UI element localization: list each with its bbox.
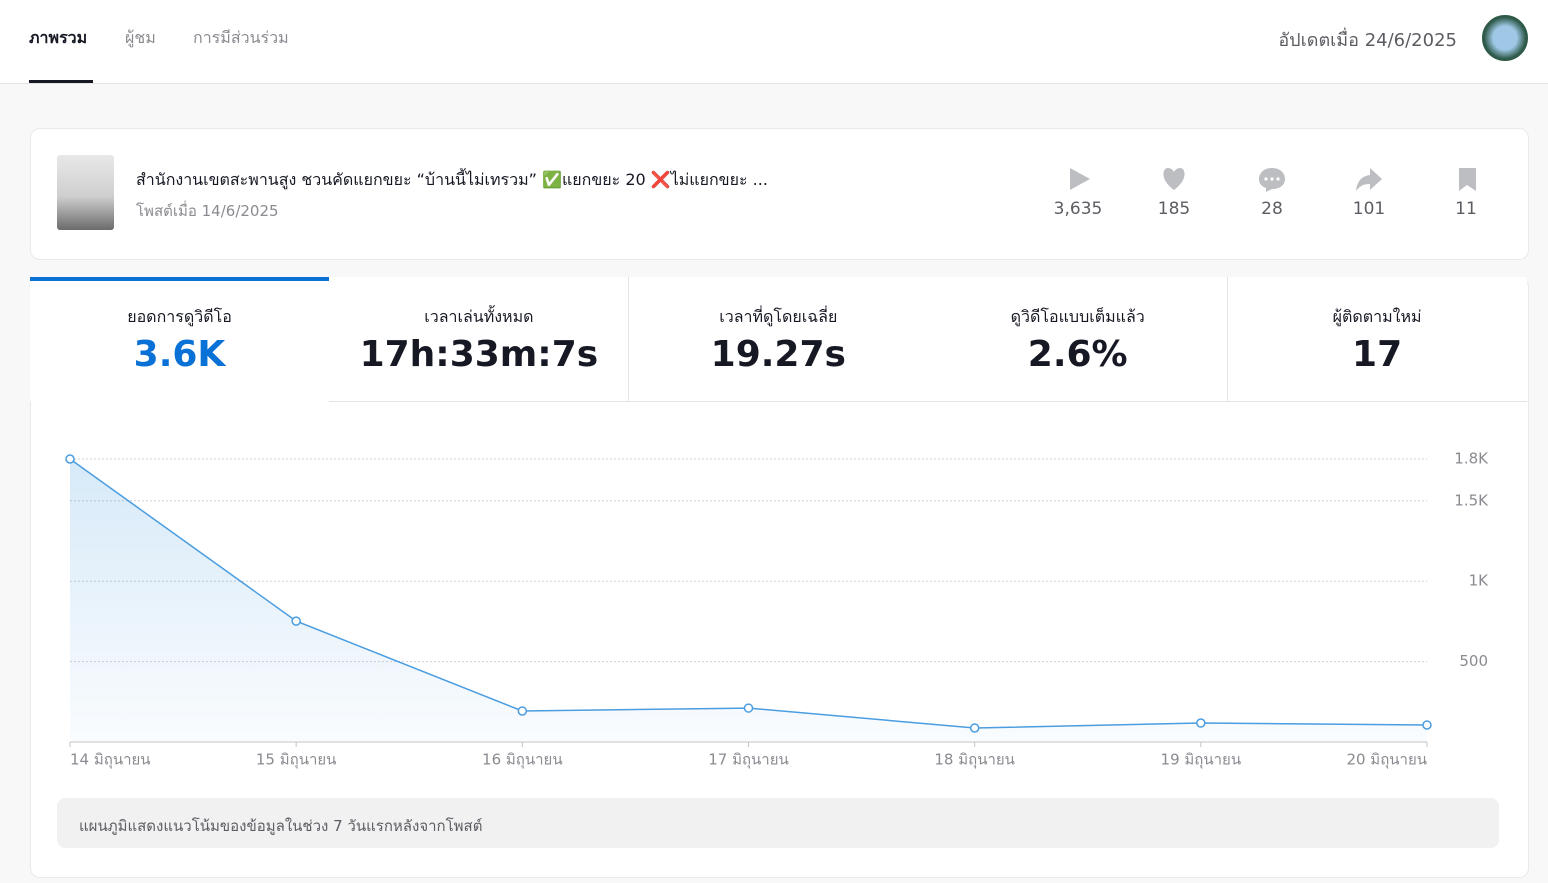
metric-label: ยอดการดูวิดีโอ bbox=[127, 307, 232, 326]
metric-value: 19.27s bbox=[710, 334, 846, 375]
metric-label: ดูวิดีโอแบบเต็มแล้ว bbox=[1010, 307, 1145, 326]
avatar[interactable] bbox=[1482, 15, 1528, 61]
post-card bbox=[30, 128, 1529, 260]
metric-tab[interactable]: ยอดการดูวิดีโอ 3.6K bbox=[30, 277, 330, 401]
metric-label: เวลาเล่นทั้งหมด bbox=[424, 307, 534, 326]
stat-value: 28 bbox=[1261, 199, 1283, 219]
metric-tab[interactable]: ดูวิดีโอแบบเต็มแล้ว 2.6% bbox=[928, 277, 1229, 402]
note: แผนภูมิแสดงแนวโน้มของข้อมูลในช่วง 7 วันแ… bbox=[57, 798, 1499, 848]
metric-tab[interactable]: เวลาที่ดูโดยเฉลี่ย 19.27s bbox=[628, 277, 929, 402]
thumbnail bbox=[57, 155, 114, 230]
stat-value: 101 bbox=[1352, 199, 1386, 219]
stat-value: 3,635 bbox=[1053, 199, 1103, 219]
metric-label: เวลาที่ดูโดยเฉลี่ย bbox=[719, 307, 838, 326]
metric-value: 17 bbox=[1352, 334, 1403, 375]
post-date: โพสต์เมื่อ 14/6/2025 bbox=[136, 202, 279, 220]
metric-label: ผู้ติดตามใหม่ bbox=[1332, 307, 1422, 326]
tab[interactable]: การมีส่วนร่วม bbox=[193, 28, 289, 47]
metric-value: 3.6K bbox=[133, 334, 226, 375]
post-title: สำนักงานเขตสะพานสูง ชวนคัดแยกขยะ “บ้านนี… bbox=[136, 170, 768, 189]
tab[interactable]: ผู้ชม bbox=[125, 28, 156, 47]
tab[interactable]: ภาพรวม bbox=[29, 28, 88, 47]
stat-value: 185 bbox=[1157, 199, 1191, 219]
tab-underline bbox=[29, 80, 93, 83]
metric-tab[interactable]: เวลาเล่นทั้งหมด 17h:33m:7s bbox=[329, 277, 630, 402]
top-bar bbox=[0, 0, 1548, 84]
metric-value: 2.6% bbox=[1027, 334, 1128, 375]
updated: อัปเดตเมื่อ 24/6/2025 bbox=[1278, 30, 1457, 51]
metric-value: 17h:33m:7s bbox=[359, 334, 599, 375]
metric-tab[interactable]: ผู้ติดตามใหม่ 17 bbox=[1227, 277, 1527, 402]
note-text: แผนภูมิแสดงแนวโน้มของข้อมูลในช่วง 7 วันแ… bbox=[79, 817, 483, 835]
stat-value: 11 bbox=[1455, 199, 1477, 219]
